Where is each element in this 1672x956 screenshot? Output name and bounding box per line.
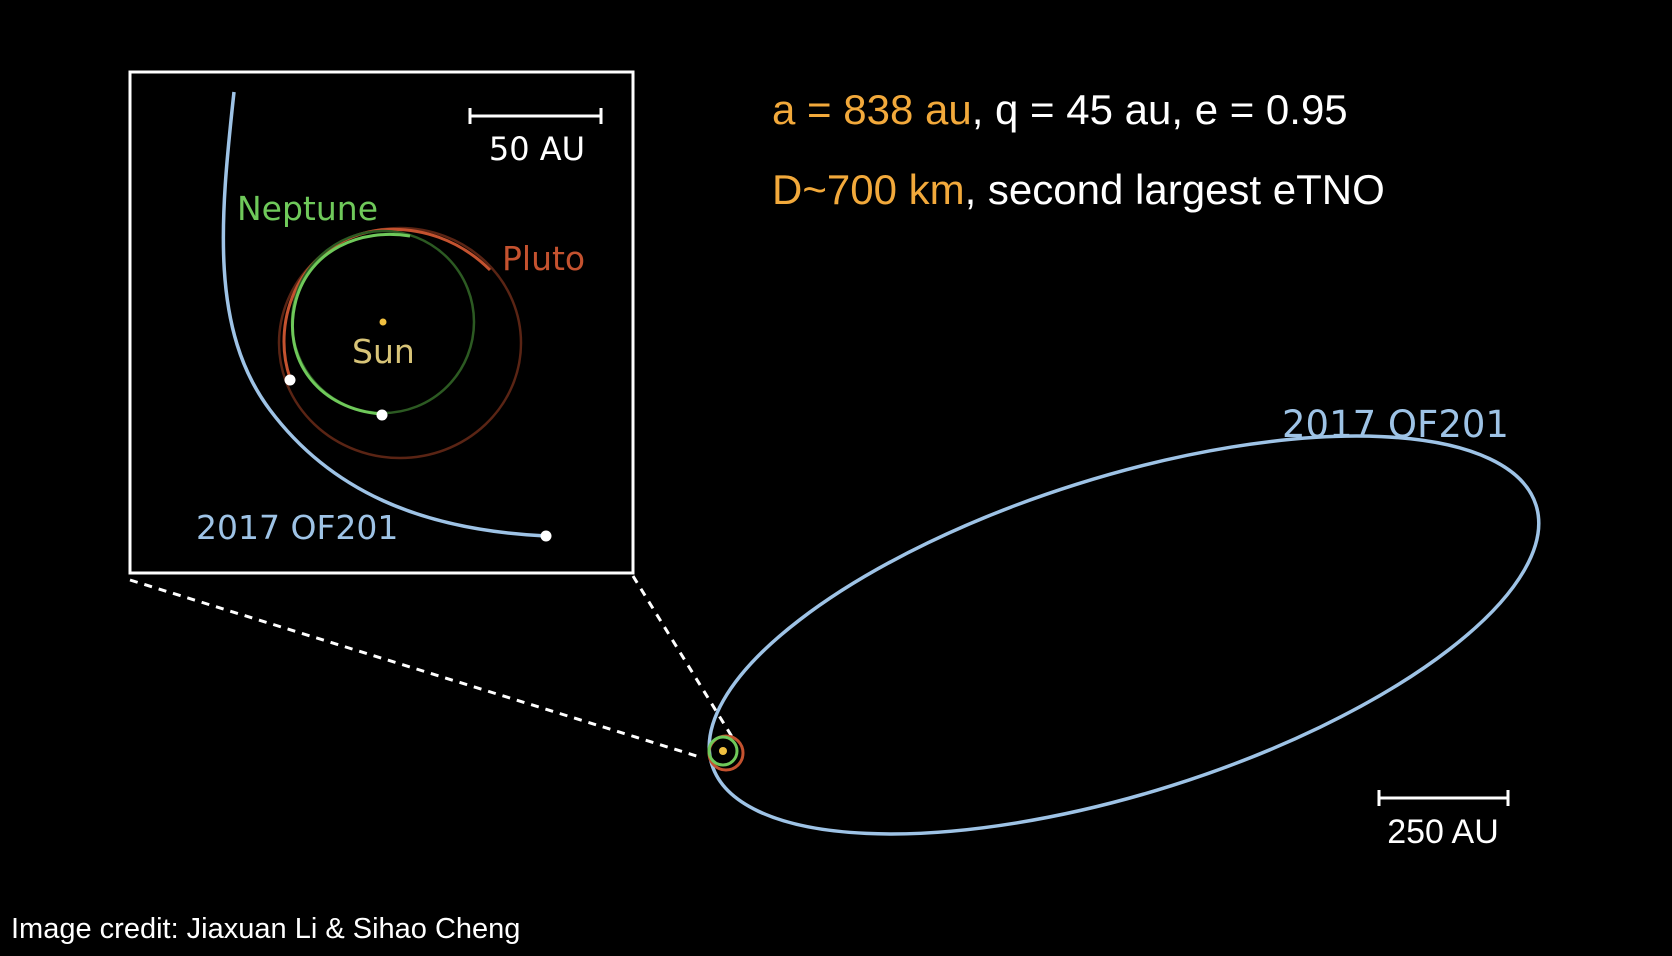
- sun-label: Sun: [352, 332, 415, 371]
- pluto-label: Pluto: [502, 239, 585, 278]
- pluto-position-marker: [284, 374, 296, 386]
- object-position-marker: [540, 530, 552, 542]
- diameter-text: D~700 km: [772, 166, 965, 213]
- sun-marker-main: [719, 747, 727, 755]
- inset-scale-label: 50 AU: [489, 130, 585, 168]
- image-credit: Image credit: Jiaxuan Li & Sihao Cheng: [11, 913, 520, 945]
- inset-scale-bar: [468, 108, 603, 124]
- object-label-inset: 2017 OF201: [196, 508, 398, 547]
- zoom-connector-right: [631, 575, 736, 741]
- zoom-connector-left: [129, 578, 704, 760]
- semi-major-axis-text: a = 838 au: [772, 86, 972, 133]
- main-scale-bar: [1377, 790, 1510, 806]
- object-label-main: 2017 OF201: [1282, 403, 1509, 446]
- neptune-orbit-trail: [290, 232, 411, 416]
- object-trajectory-inset: [221, 91, 547, 538]
- size-line: D~700 km, second largest eTNO: [772, 166, 1385, 213]
- neptune-position-marker: [376, 409, 388, 421]
- orbital-parameters-line: a = 838 au, q = 45 au, e = 0.95: [772, 86, 1348, 133]
- neptune-orbit-main: [707, 735, 739, 767]
- perihelion-eccentricity-text: , q = 45 au, e = 0.95: [972, 86, 1348, 133]
- main-scale-label: 250 AU: [1387, 813, 1499, 851]
- sun-marker: [379, 318, 387, 326]
- neptune-label: Neptune: [237, 189, 378, 228]
- inset-frame: [128, 70, 635, 575]
- rank-text: , second largest eTNO: [965, 166, 1385, 213]
